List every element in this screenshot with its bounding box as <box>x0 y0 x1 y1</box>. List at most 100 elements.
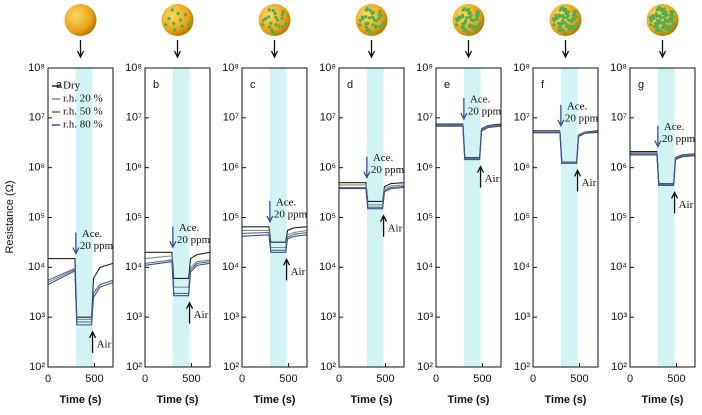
annotation: 20 ppm <box>371 164 405 176</box>
x-axis-label: Time (s) <box>642 394 684 406</box>
series-line <box>242 226 308 243</box>
particle-dot <box>281 13 285 17</box>
series-line <box>47 269 114 326</box>
particle-dot <box>566 14 570 18</box>
y-tick-label: 10⁶ <box>513 162 530 174</box>
particle-dot <box>455 23 459 27</box>
particle-dot <box>663 10 668 14</box>
particle-dot <box>471 25 475 30</box>
panel-label: c <box>250 79 256 91</box>
y-tick-label: 10³ <box>29 311 45 323</box>
particle-dot <box>460 13 465 17</box>
particle-dot <box>465 16 469 20</box>
particle-dot <box>671 10 675 14</box>
ace-arrow <box>363 156 371 180</box>
particle-dot <box>561 19 565 23</box>
particle-dot <box>280 16 284 20</box>
particle-dot <box>476 14 480 18</box>
air-arrow <box>573 168 582 192</box>
particle-dot <box>648 15 652 19</box>
particle-dot <box>377 16 381 20</box>
particle-dot <box>566 10 571 14</box>
panel-label: g <box>638 79 644 91</box>
particle-dot <box>575 24 579 28</box>
particle-dot <box>369 31 373 35</box>
y-tick-label: 10⁸ <box>416 62 433 74</box>
y-tick-label: 10³ <box>611 311 627 323</box>
particle-image <box>64 4 97 36</box>
particle-dot <box>660 21 664 25</box>
particle-dot <box>667 20 671 24</box>
particle-dot <box>180 24 184 28</box>
ace-arrow <box>460 98 468 121</box>
particle-dot <box>557 13 562 17</box>
y-tick-label: 10⁸ <box>222 62 239 74</box>
panel-label: a <box>56 79 63 91</box>
particle-dot <box>364 22 368 26</box>
particle-dot <box>358 23 362 27</box>
air-arrow <box>185 301 194 324</box>
particle-dot <box>172 21 176 26</box>
arrow <box>464 40 473 59</box>
particle-dot <box>365 28 369 32</box>
particle-dot <box>371 23 375 27</box>
ace-arrow <box>266 200 274 224</box>
particle-dot <box>574 10 578 14</box>
panel-label: d <box>347 79 353 91</box>
particle-dot <box>572 17 576 21</box>
y-tick-label: 10⁸ <box>28 62 45 74</box>
y-tick-label: 10⁶ <box>319 162 336 174</box>
series-line <box>339 186 405 210</box>
y-tick-label: 10⁴ <box>416 261 433 273</box>
plot-frame <box>629 67 696 368</box>
y-tick-label: 10⁵ <box>222 211 239 223</box>
y-tick-label: 10³ <box>417 311 433 323</box>
y-tick-label: 10⁶ <box>28 162 45 174</box>
y-tick-label: 10⁷ <box>611 112 627 124</box>
particle-dot <box>360 15 364 19</box>
y-tick-label: 10⁵ <box>125 211 142 223</box>
ace-arrow <box>654 125 662 149</box>
particle-dot <box>270 28 274 32</box>
particle-dot <box>368 8 372 13</box>
particle-dot <box>567 27 571 31</box>
y-tick-label: 10⁴ <box>319 261 336 273</box>
particle-dot <box>261 18 265 23</box>
particle-dot <box>269 21 273 26</box>
particle-dot <box>457 15 461 19</box>
annotation: Ace. <box>82 228 103 240</box>
y-tick-label: 10³ <box>514 311 530 323</box>
annotation: Ace. <box>470 94 491 106</box>
y-tick-label: 10⁴ <box>513 261 530 273</box>
annotation: Air <box>679 199 694 211</box>
particle-dot <box>474 26 478 30</box>
y-tick-label: 10⁴ <box>610 261 627 273</box>
y-tick-label: 10⁷ <box>126 112 142 124</box>
particle-dot <box>271 8 275 13</box>
exposure-band <box>75 68 93 367</box>
particle-dot <box>574 15 578 19</box>
y-tick-label: 10⁵ <box>416 211 433 223</box>
particle-dot <box>264 16 268 21</box>
particle-dot <box>462 7 467 11</box>
y-tick-label: 10³ <box>223 311 239 323</box>
x-tick-label: 0 <box>530 373 536 385</box>
particle-dot <box>552 23 556 27</box>
particle-dot <box>454 17 459 21</box>
annotation: 20 ppm <box>468 106 502 118</box>
particle-dot <box>164 23 168 27</box>
particle-dot <box>658 6 662 10</box>
x-tick-label: 0 <box>239 373 245 385</box>
annotation: Air <box>97 338 112 350</box>
legend-label: r.h. 20 % <box>63 93 103 105</box>
y-tick-label: 10⁵ <box>319 211 336 223</box>
particle-dot <box>557 25 561 29</box>
arrow <box>76 40 85 59</box>
y-tick-label: 10⁷ <box>417 112 433 124</box>
y-tick-label: 10² <box>514 361 530 373</box>
exposure-band <box>560 68 578 367</box>
particle-dot <box>173 28 177 32</box>
y-tick-label: 10³ <box>126 311 142 323</box>
y-tick-label: 10⁴ <box>222 261 239 273</box>
particle-dot <box>178 18 183 22</box>
